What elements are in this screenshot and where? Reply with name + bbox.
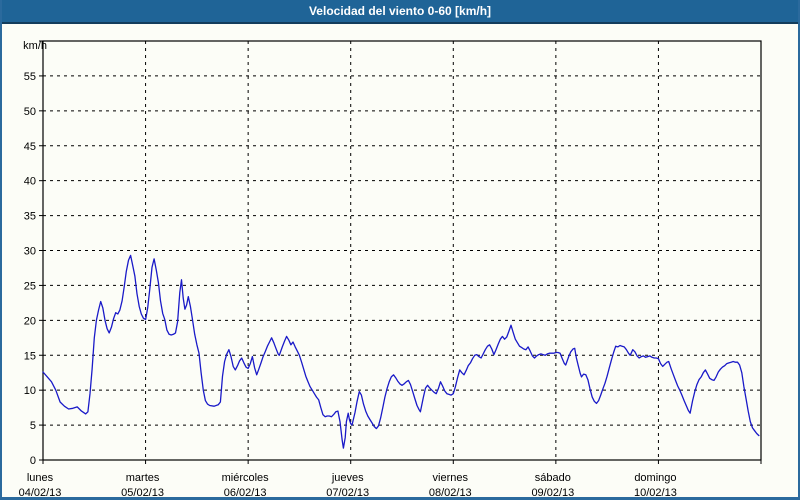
y-tick-label: 40 bbox=[24, 176, 36, 188]
chart-title: Velocidad del viento 0-60 [km/h] bbox=[308, 4, 492, 18]
y-tick-label: 5 bbox=[30, 420, 36, 432]
y-tick-label: 35 bbox=[24, 211, 36, 223]
x-day-label: sábado bbox=[535, 472, 571, 484]
y-tick-label: 10 bbox=[24, 385, 36, 397]
titlebar-underline bbox=[0, 22, 800, 24]
wind-speed-line bbox=[42, 254, 760, 449]
x-date-label: 06/02/13 bbox=[224, 487, 267, 499]
x-date-label: 09/02/13 bbox=[531, 487, 574, 499]
plot-border bbox=[42, 40, 762, 461]
y-tick-label: 55 bbox=[24, 71, 36, 83]
x-date-label: 07/02/13 bbox=[326, 487, 369, 499]
x-day-label: lunes bbox=[27, 472, 54, 484]
y-axis-unit-label: km/h bbox=[23, 40, 47, 52]
y-tick-label: 30 bbox=[24, 246, 36, 258]
y-tick-label: 15 bbox=[24, 350, 36, 362]
x-day-label: jueves bbox=[331, 472, 364, 484]
x-date-label: 08/02/13 bbox=[429, 487, 472, 499]
x-date-label: 05/02/13 bbox=[121, 487, 164, 499]
y-tick-label: 45 bbox=[24, 141, 36, 153]
y-tick-label: 20 bbox=[24, 315, 36, 327]
y-tick-label: 50 bbox=[24, 106, 36, 118]
y-tick-label: 25 bbox=[24, 280, 36, 292]
x-day-label: viernes bbox=[433, 472, 469, 484]
x-day-label: martes bbox=[126, 472, 160, 484]
x-date-label: 10/02/13 bbox=[634, 487, 677, 499]
x-day-label: domingo bbox=[634, 472, 676, 484]
x-day-label: miércoles bbox=[222, 472, 270, 484]
x-date-label: 04/02/13 bbox=[19, 487, 62, 499]
window-title: Velocidad del viento 0-60 [km/h] bbox=[0, 0, 800, 22]
y-tick-label: 0 bbox=[30, 455, 36, 467]
